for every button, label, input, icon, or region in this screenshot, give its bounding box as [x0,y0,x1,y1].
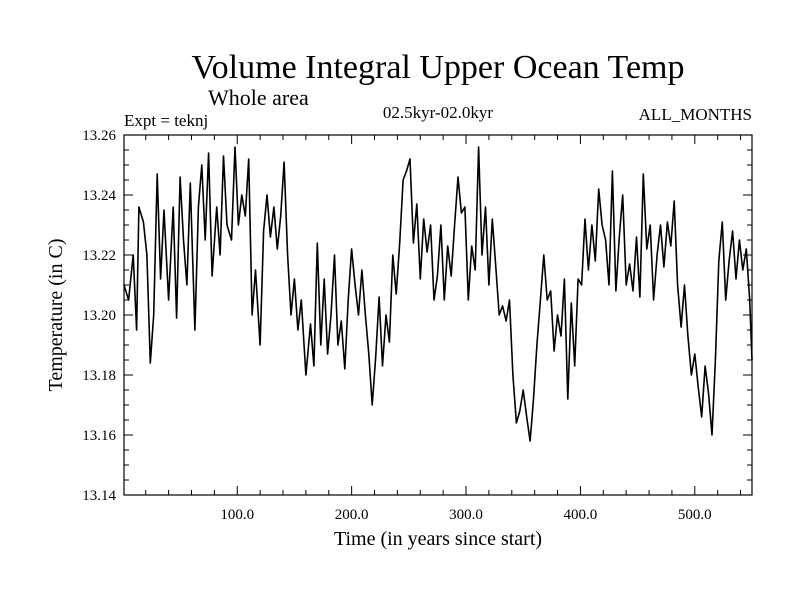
x-tick-label: 300.0 [449,507,483,523]
y-tick-label: 13.20 [82,308,116,324]
y-tick-labels: 13.14 13.16 13.18 13.20 13.22 13.24 13.26 [82,128,116,504]
x-axis-label: Time (in years since start) [334,528,542,550]
x-tick-labels: 100.0 200.0 300.0 400.0 500.0 [220,507,711,523]
y-tick-label: 13.26 [82,128,116,144]
x-tick-label: 100.0 [220,507,254,523]
y-axis [124,134,752,496]
period-label: 02.5kyr-02.0kyr [383,103,493,122]
x-tick-label: 500.0 [678,507,712,523]
expt-label: Expt = teknj [124,111,208,130]
chart-subtitle: Whole area [208,85,309,110]
y-axis-label: Temperature (in C) [45,239,67,392]
chart-title: Volume Integral Upper Ocean Temp [192,49,685,86]
x-axis [145,135,742,495]
plot-frame [123,134,753,496]
x-tick-label: 400.0 [564,507,598,523]
months-label: ALL_MONTHS [639,105,752,124]
y-tick-label: 13.14 [82,488,116,504]
y-tick-label: 13.18 [82,368,116,384]
y-tick-label: 13.22 [82,248,116,264]
y-tick-label: 13.16 [82,428,116,444]
temperature-series-line [123,146,753,442]
y-tick-label: 13.24 [82,188,116,204]
x-tick-label: 200.0 [335,507,369,523]
